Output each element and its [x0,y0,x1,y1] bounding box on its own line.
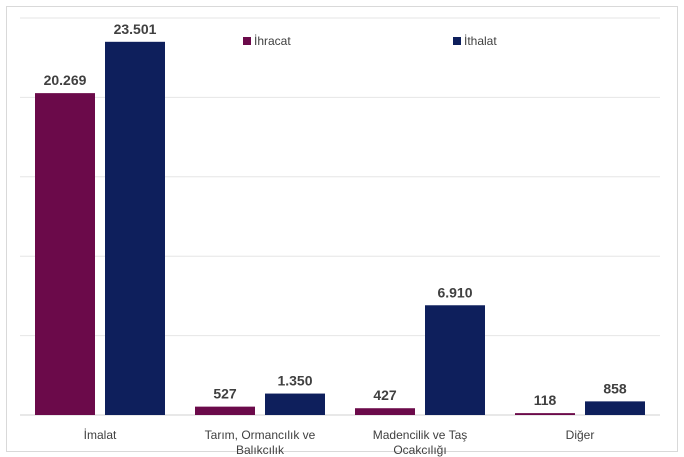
legend-swatch [243,37,251,45]
bar-ihracat-0 [35,93,95,415]
legend-label: İhracat [254,34,291,48]
bar-ihracat-1 [195,406,255,415]
data-label: 427 [373,387,397,403]
data-label: 1.350 [277,373,312,389]
data-label: 20.269 [44,72,87,88]
bar-ithalat-0 [105,41,165,416]
data-label: 118 [534,392,557,408]
bar-ithalat-2 [425,305,485,415]
data-labels: 20.269 23.501 527 1.350 427 6.910 118 858 [44,21,627,408]
category-label: İmalat [84,428,117,442]
bar-ihracat-2 [355,408,415,415]
legend: İhracat İthalat [243,34,497,48]
bars [35,41,645,416]
data-label: 858 [603,380,627,396]
legend-swatch [453,37,461,45]
category-label: Madencilik ve Taş [373,428,468,442]
bar-ithalat-3 [585,401,645,415]
data-label: 527 [213,386,237,402]
category-label: Balıkcılık [236,443,285,457]
category-label: Ocakcılığı [393,443,446,457]
category-label: Diğer [566,428,595,442]
bar-ihracat-3 [515,413,575,415]
legend-label: İthalat [464,34,497,48]
category-label: Tarım, Ormancılık ve [205,428,316,442]
data-label: 6.910 [437,284,472,300]
bar-ithalat-1 [265,393,325,415]
data-label: 23.501 [114,21,157,37]
